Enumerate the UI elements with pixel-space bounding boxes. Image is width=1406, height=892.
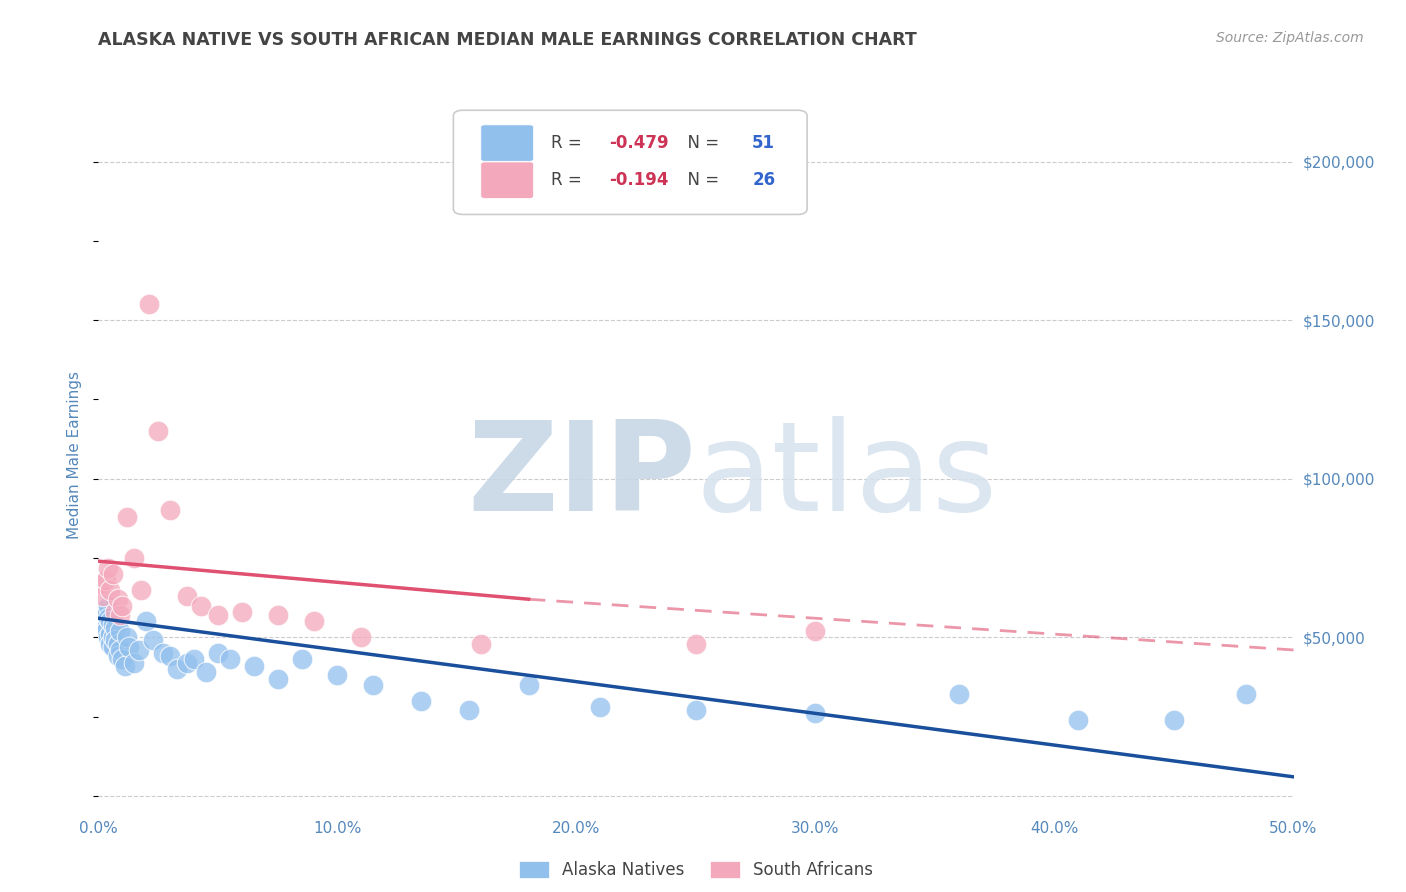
Point: [685, 637, 707, 651]
Text: -0.194: -0.194: [609, 171, 668, 189]
Point: [97, 611, 120, 625]
Point: [124, 551, 146, 566]
Point: [363, 678, 385, 692]
Point: [97, 599, 120, 613]
Point: [114, 658, 136, 673]
Point: [243, 658, 266, 673]
Text: 26: 26: [752, 171, 775, 189]
Text: ALASKA NATIVE VS SOUTH AFRICAN MEDIAN MALE EARNINGS CORRELATION CHART: ALASKA NATIVE VS SOUTH AFRICAN MEDIAN MA…: [98, 31, 917, 49]
Point: [135, 615, 157, 629]
Point: [517, 678, 540, 692]
Point: [97, 560, 120, 574]
Point: [90, 611, 112, 625]
Point: [152, 646, 174, 660]
Point: [90, 576, 112, 591]
Point: [124, 656, 146, 670]
Point: [118, 640, 141, 654]
Point: [804, 624, 827, 638]
Point: [104, 633, 127, 648]
Point: [91, 589, 114, 603]
Point: [207, 646, 229, 660]
Point: [350, 630, 373, 644]
Point: [115, 630, 138, 644]
Text: R =: R =: [551, 171, 588, 189]
Point: [326, 668, 349, 682]
Text: N =: N =: [676, 134, 724, 152]
Text: N =: N =: [676, 171, 724, 189]
Point: [589, 700, 612, 714]
Point: [458, 703, 481, 717]
Point: [1067, 713, 1090, 727]
Point: [128, 643, 150, 657]
Point: [111, 652, 134, 666]
Point: [101, 640, 124, 654]
Point: [94, 608, 117, 623]
Point: [108, 624, 131, 638]
Point: [91, 605, 114, 619]
Point: [1234, 687, 1257, 701]
Point: [108, 608, 131, 623]
Point: [94, 573, 117, 587]
Point: [207, 608, 229, 623]
Point: [159, 503, 181, 517]
FancyBboxPatch shape: [481, 162, 533, 198]
Point: [107, 637, 129, 651]
Point: [267, 672, 290, 686]
Point: [159, 649, 181, 664]
Point: [94, 624, 117, 638]
FancyBboxPatch shape: [453, 111, 807, 214]
Point: [148, 424, 170, 438]
Point: [804, 706, 827, 721]
Point: [470, 637, 492, 651]
Point: [98, 637, 122, 651]
Y-axis label: Median Male Earnings: Median Male Earnings: [67, 371, 83, 539]
Point: [98, 615, 122, 629]
Point: [231, 605, 253, 619]
Point: [108, 643, 131, 657]
Point: [166, 662, 188, 676]
Point: [302, 615, 325, 629]
Point: [190, 599, 212, 613]
Point: [685, 703, 707, 717]
Point: [107, 592, 129, 607]
Point: [1163, 713, 1185, 727]
Point: [97, 630, 120, 644]
Point: [291, 652, 314, 666]
FancyBboxPatch shape: [481, 125, 533, 161]
Point: [131, 582, 153, 597]
Text: 51: 51: [752, 134, 775, 152]
Text: R =: R =: [551, 134, 588, 152]
Point: [107, 649, 129, 664]
Point: [183, 652, 205, 666]
Point: [194, 665, 218, 680]
Point: [142, 633, 165, 648]
Point: [101, 630, 124, 644]
Point: [138, 297, 160, 311]
Text: Source: ZipAtlas.com: Source: ZipAtlas.com: [1216, 31, 1364, 45]
Text: atlas: atlas: [696, 416, 998, 537]
Point: [115, 509, 138, 524]
Point: [104, 621, 127, 635]
Text: ZIP: ZIP: [467, 416, 696, 537]
Point: [111, 599, 134, 613]
Point: [91, 617, 114, 632]
Point: [176, 656, 198, 670]
Point: [948, 687, 970, 701]
Point: [267, 608, 290, 623]
Text: -0.479: -0.479: [609, 134, 668, 152]
Legend: Alaska Natives, South Africans: Alaska Natives, South Africans: [512, 854, 880, 886]
Point: [98, 627, 122, 641]
Point: [101, 566, 124, 581]
Point: [104, 605, 127, 619]
Point: [98, 582, 122, 597]
Point: [176, 589, 198, 603]
Point: [219, 652, 242, 666]
Point: [101, 617, 124, 632]
Point: [411, 694, 433, 708]
